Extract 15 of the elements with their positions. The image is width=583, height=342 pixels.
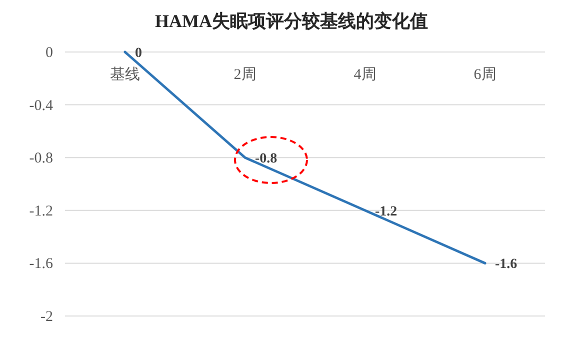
data-label: 0 <box>135 46 142 61</box>
x-tick-label: 基线 <box>110 66 140 83</box>
y-tick-label: -0.4 <box>29 98 54 114</box>
y-tick-label: -2 <box>40 309 53 325</box>
y-tick-label: 0 <box>46 45 53 61</box>
y-tick-label: -1.6 <box>29 256 54 272</box>
chart-title: HAMA失眠项评分较基线的变化值 <box>155 11 428 31</box>
x-tick-label: 4周 <box>354 67 376 83</box>
data-label: -1.2 <box>375 204 398 220</box>
x-tick-label: 6周 <box>474 67 496 83</box>
x-tick-label: 2周 <box>234 67 256 83</box>
y-tick-label: -1.2 <box>29 203 53 220</box>
data-label: -0.8 <box>255 152 278 167</box>
y-tick-label: -0.8 <box>29 150 53 167</box>
data-label: -1.6 <box>495 257 518 272</box>
